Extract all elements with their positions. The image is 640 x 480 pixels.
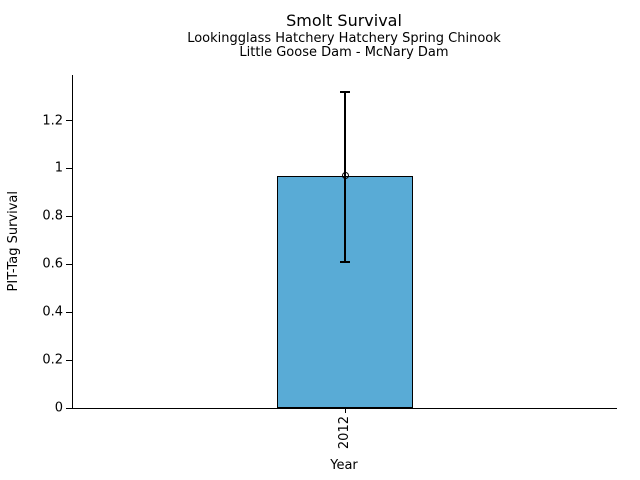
y-tick-mark	[66, 407, 72, 409]
y-tick-label: 0.8	[42, 208, 63, 224]
error-bar-cap-top	[340, 91, 350, 93]
x-tick-mark	[344, 408, 346, 413]
y-tick-label: 0.6	[42, 256, 63, 272]
y-tick-label: 0.4	[42, 304, 63, 320]
y-axis-title: PIT-Tag Survival	[6, 191, 21, 292]
y-tick-mark	[66, 120, 72, 122]
error-bar-cap-bottom	[340, 261, 350, 263]
chart-subtitle-line2: Little Goose Dam - McNary Dam	[239, 45, 449, 60]
y-tick-label: 1	[54, 160, 63, 176]
y-tick-label: 0.2	[42, 352, 63, 368]
y-tick-mark	[66, 311, 72, 313]
chart-title: Smolt Survival	[286, 11, 402, 30]
y-tick-mark	[66, 359, 72, 361]
plot-area: 2012 0 0.2 0.4 0.6 0.8 1 1.2	[42, 75, 617, 449]
y-tick-mark	[66, 167, 72, 169]
y-tick-mark	[66, 263, 72, 265]
x-axis-title: Year	[330, 458, 358, 473]
chart-subtitle-line1: Lookingglass Hatchery Hatchery Spring Ch…	[187, 31, 501, 46]
y-tick-mark	[66, 215, 72, 217]
x-tick-label: 2012	[336, 416, 352, 450]
data-point-marker	[341, 172, 349, 180]
y-tick-label: 1.2	[42, 113, 63, 129]
y-tick-label: 0	[54, 400, 63, 416]
y-axis-title-anchor: PIT-Tag Survival	[6, 75, 22, 408]
